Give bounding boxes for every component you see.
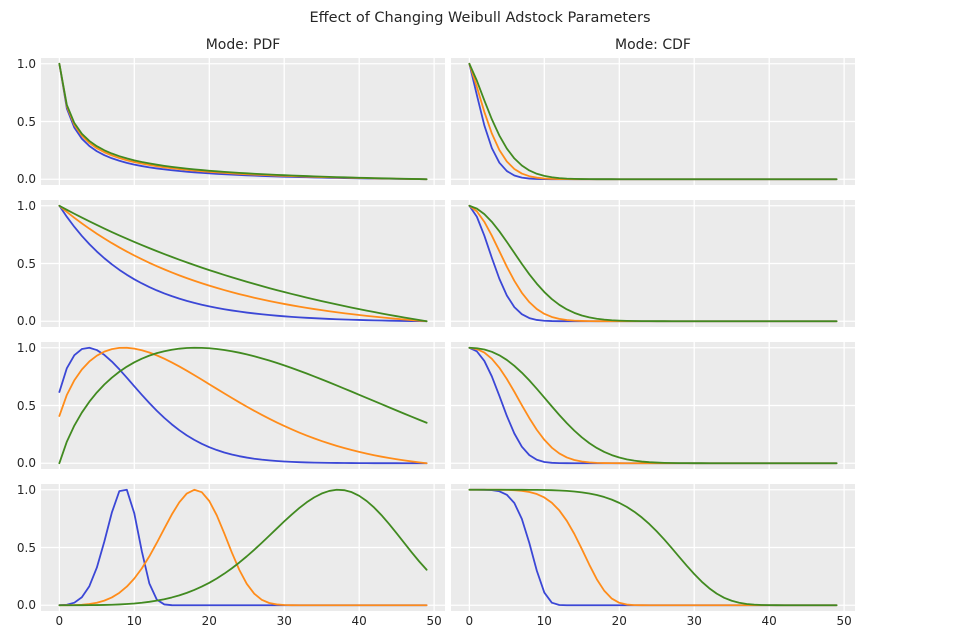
x-tick-label: 10: [126, 614, 142, 628]
subplot-cdf-shape-1.5: [451, 342, 855, 469]
figure-title: Effect of Changing Weibull Adstock Param…: [309, 10, 651, 26]
subplot-pdf-shape-0.5: [41, 58, 445, 185]
x-tick-label: 50: [426, 614, 442, 628]
series-line-scale=40: [468, 488, 838, 607]
x-tick-label: 0: [465, 614, 474, 628]
y-tick-label: 0.0: [16, 314, 36, 329]
y-tick-label: 0.0: [16, 598, 36, 613]
subplot-cdf-shape-0.5: [451, 58, 855, 185]
subplot-pdf-shape-5: [41, 484, 445, 611]
y-tick-label: 1.0: [16, 56, 36, 71]
y-tick-label: 0.5: [16, 256, 36, 271]
series-line-scale=40: [468, 346, 838, 465]
y-tick-label: 1.0: [16, 482, 36, 497]
subplot-pdf-shape-1: [41, 200, 445, 327]
column-title-cdf: Mode: CDF: [615, 37, 691, 53]
series-line-scale=40: [468, 62, 838, 181]
series-line-scale=10: [58, 204, 428, 323]
x-tick-label: 40: [351, 614, 367, 628]
x-tick-label: 10: [536, 614, 552, 628]
y-tick-label: 0.5: [16, 398, 36, 413]
series-line-scale=20: [58, 346, 428, 465]
series-line-scale=20: [58, 488, 428, 607]
y-tick-label: 0.5: [16, 540, 36, 555]
x-tick-label: 40: [761, 614, 777, 628]
series-line-scale=40: [58, 346, 428, 465]
column-title-pdf: Mode: PDF: [205, 37, 281, 53]
x-tick-label: 20: [611, 614, 627, 628]
subplot-cdf-shape-1: [451, 200, 855, 327]
x-tick-label: 30: [276, 614, 292, 628]
x-tick-label: 20: [201, 614, 217, 628]
series-line-scale=40: [468, 204, 838, 323]
y-tick-label: 1.0: [16, 198, 36, 213]
y-tick-label: 1.0: [16, 340, 36, 355]
x-tick-label: 50: [836, 614, 852, 628]
series-line-scale=40: [58, 488, 428, 607]
y-tick-label: 0.0: [16, 456, 36, 471]
series-line-scale=40: [58, 62, 428, 181]
x-tick-label: 0: [55, 614, 64, 628]
subplot-pdf-shape-1.5: [41, 342, 445, 469]
x-tick-label: 30: [686, 614, 702, 628]
subplot-cdf-shape-5: [451, 484, 855, 611]
y-tick-label: 0.0: [16, 172, 36, 187]
y-tick-label: 0.5: [16, 114, 36, 129]
series-line-scale=20: [58, 204, 428, 323]
series-line-scale=40: [58, 204, 428, 323]
